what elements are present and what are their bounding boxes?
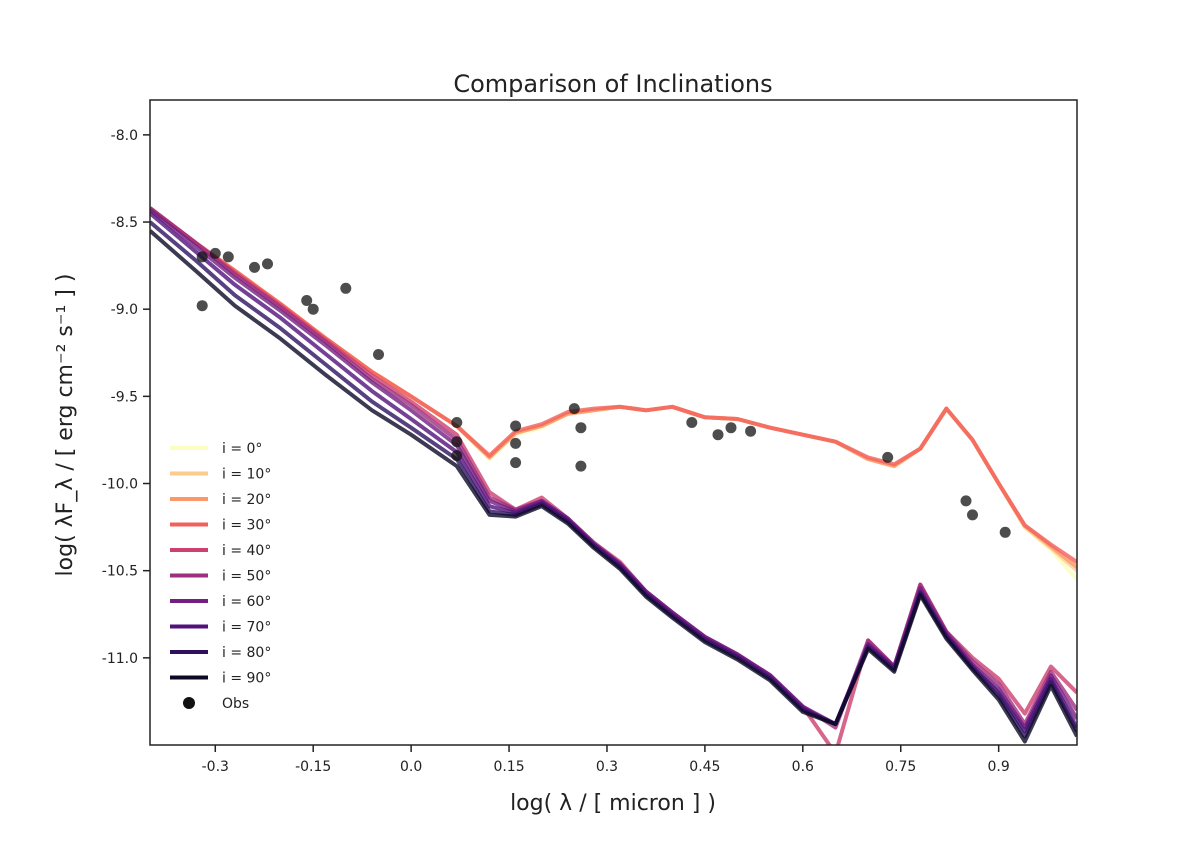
legend-label-9: i = 90° (222, 671, 271, 687)
obs-point-11 (451, 436, 463, 448)
x-axis-label: log( λ / [ micron ] ) (510, 791, 716, 816)
legend-label-7: i = 70° (222, 620, 271, 636)
x-tick-label-0: -0.3 (202, 759, 229, 775)
series-line-9 (150, 229, 1077, 744)
x-tick-label-3: 0.15 (493, 759, 524, 775)
plot-area (150, 206, 1077, 745)
obs-point-18 (575, 460, 587, 472)
x-tick-label-5: 0.45 (689, 759, 720, 775)
axes-frame (149, 99, 1078, 746)
series-line-4 (150, 206, 1077, 745)
x-tick-label-7: 0.75 (885, 759, 916, 775)
obs-point-0 (196, 251, 208, 263)
obs-point-7 (307, 303, 319, 315)
y-tick-label-2: -9.0 (111, 302, 138, 318)
obs-point-8 (340, 282, 352, 294)
series-line-0 (150, 206, 1077, 581)
x-tick-label-2: 0.0 (400, 759, 422, 775)
y-axis-label: log( λF_λ / [ erg cm⁻² s⁻¹ ] ) (53, 274, 78, 577)
x-tick-label-6: 0.6 (792, 759, 814, 775)
chart-title: Comparison of Inclinations (453, 70, 772, 98)
legend-label-4: i = 40° (222, 543, 271, 559)
legend-label-5: i = 50° (222, 569, 271, 585)
obs-point-1 (209, 247, 221, 259)
obs-point-3 (249, 261, 260, 273)
x-tick-label-1: -0.15 (295, 759, 331, 775)
legend-obs-label: Obs (222, 696, 249, 712)
y-tick-label-0: -8.0 (111, 128, 138, 144)
series-line-2 (150, 206, 1077, 569)
y-tick-label-5: -10.5 (102, 564, 138, 580)
legend-label-2: i = 20° (222, 492, 271, 508)
legend-label-3: i = 30° (222, 518, 271, 534)
y-tick-label-3: -9.5 (111, 389, 138, 405)
series-line-6 (150, 208, 1077, 730)
obs-point-15 (510, 457, 522, 469)
obs-point-21 (725, 422, 737, 434)
obs-point-24 (960, 495, 972, 507)
legend-label-0: i = 0° (222, 441, 262, 457)
obs-point-23 (882, 451, 894, 463)
obs-point-9 (373, 349, 384, 360)
series-line-1 (150, 206, 1077, 573)
obs-point-14 (510, 437, 522, 449)
legend-label-8: i = 80° (222, 645, 271, 661)
obs-point-2 (222, 251, 234, 263)
obs-point-10 (451, 417, 463, 428)
series-line-8 (150, 220, 1077, 739)
obs-point-5 (196, 300, 208, 312)
y-tick-label-4: -10.0 (102, 477, 138, 493)
obs-point-26 (999, 526, 1011, 538)
obs-point-17 (575, 422, 587, 434)
series-group (150, 206, 1077, 745)
axes: -0.3 -0.15 0.0 0.15 0.3 0.45 0.6 0.75 0.9 -8.0 -8.… (102, 99, 1078, 775)
legend-label-1: i = 10° (222, 467, 271, 483)
series-line-5 (150, 206, 1077, 730)
obs-point-13 (510, 420, 522, 432)
obs-point-20 (712, 429, 724, 441)
legend: i = 0° i = 10° i = 20° i = 30° i = 40° i = 50… (170, 441, 271, 712)
obs-point-6 (301, 295, 313, 306)
y-tick-label-1: -8.5 (111, 215, 138, 231)
x-tick-label-8: 0.9 (988, 759, 1010, 775)
obs-point-19 (686, 417, 698, 428)
x-tick-label-4: 0.3 (596, 759, 618, 775)
obs-point-16 (568, 403, 580, 415)
obs-point-12 (451, 450, 463, 462)
obs-point-22 (745, 425, 757, 437)
series-line-3 (150, 206, 1077, 564)
y-tick-label-6: -11.0 (102, 651, 138, 667)
legend-obs-marker (183, 697, 195, 709)
obs-point-4 (262, 258, 273, 270)
series-line-7 (150, 211, 1077, 734)
obs-point-25 (967, 509, 978, 521)
legend-label-6: i = 60° (222, 594, 271, 610)
